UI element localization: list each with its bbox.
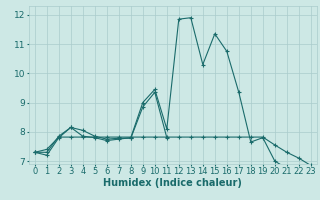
X-axis label: Humidex (Indice chaleur): Humidex (Indice chaleur) — [103, 178, 242, 188]
